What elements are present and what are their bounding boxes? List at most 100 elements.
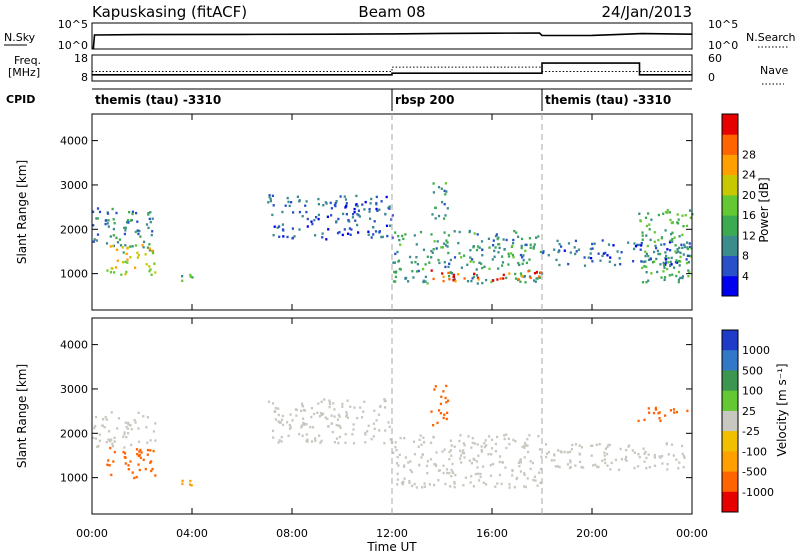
range-cell (679, 255, 682, 259)
time-x-axis: 00:00 04:00 08:00 12:00 16:00 20:00 00:00 (76, 114, 708, 540)
range-cell (399, 436, 402, 440)
range-cell (550, 459, 553, 462)
range-cell (677, 278, 681, 281)
range-cell (669, 264, 672, 267)
range-cell (302, 421, 305, 425)
range-cell (453, 230, 456, 233)
range-cell (656, 249, 659, 253)
range-cell (513, 229, 516, 233)
range-cell (458, 230, 461, 234)
range-cell (529, 276, 532, 280)
range-cell (688, 242, 691, 245)
range-cell (620, 251, 623, 254)
range-cell (142, 458, 145, 461)
range-cell (317, 197, 320, 201)
range-cell (418, 438, 421, 441)
range-cell (403, 437, 406, 440)
range-cell (678, 461, 681, 464)
range-cell (566, 463, 569, 466)
range-cell (450, 475, 453, 478)
range-cell (396, 455, 399, 459)
range-cell (149, 220, 152, 224)
range-cell (423, 485, 426, 488)
range-cell (352, 442, 356, 445)
range-cell (149, 211, 152, 214)
range-cell (642, 447, 645, 450)
range-cell (671, 240, 674, 243)
range-cell (150, 249, 153, 252)
range-cell (609, 256, 612, 259)
range-cell (432, 182, 435, 185)
range-cell (521, 445, 524, 449)
range-cell (124, 462, 127, 465)
range-cell (555, 258, 558, 262)
range-cell (650, 218, 653, 221)
nave-tick-high: 60 (708, 52, 722, 65)
range-cell (298, 432, 301, 436)
range-cell (476, 276, 480, 280)
range-cell (472, 260, 475, 264)
range-cell (419, 230, 423, 234)
range-cell (124, 229, 127, 232)
range-cell (677, 222, 680, 225)
range-cell (449, 439, 452, 442)
range-cell (337, 413, 340, 417)
range-cell (148, 217, 151, 221)
range-cell (278, 225, 281, 228)
range-cell (134, 230, 137, 234)
range-cell (335, 220, 338, 223)
range-cell (583, 256, 586, 259)
range-cell (656, 270, 659, 274)
range-cell (669, 249, 672, 252)
range-cell (689, 255, 693, 258)
range-cell (666, 211, 669, 214)
range-cell (604, 461, 607, 465)
range-cell (446, 411, 449, 415)
range-cell (441, 450, 444, 453)
range-cell (495, 233, 498, 236)
range-cell (181, 275, 184, 278)
range-cell (364, 441, 367, 444)
range-cell (494, 246, 497, 249)
range-cell (445, 384, 448, 388)
range-cell (123, 226, 126, 230)
y-tick-label: 1000 (60, 268, 88, 281)
range-cell (491, 462, 495, 466)
range-cell (578, 453, 581, 456)
range-cell (394, 280, 397, 283)
range-cell (318, 434, 321, 437)
range-cell (647, 453, 650, 456)
range-cell (547, 450, 551, 454)
range-cell (501, 264, 504, 267)
colorbar-swatch (722, 275, 738, 297)
range-cell (150, 469, 153, 473)
power-y-axis: 1000 2000 3000 4000 (60, 135, 692, 281)
range-cell (614, 458, 617, 462)
range-cell (468, 459, 471, 462)
range-cell (111, 445, 115, 448)
range-cell (653, 240, 656, 243)
range-cell (666, 248, 669, 251)
range-cell (524, 249, 527, 253)
range-cell (444, 265, 447, 269)
range-cell (462, 442, 465, 445)
range-cell (469, 256, 472, 259)
cpid-segment-label: rbsp 200 (395, 93, 454, 107)
range-cell (476, 466, 479, 469)
range-cell (191, 276, 194, 279)
range-cell (415, 256, 418, 259)
range-cell (281, 210, 284, 214)
range-cell (670, 221, 673, 225)
range-cell (688, 209, 692, 212)
range-cell (536, 484, 539, 487)
range-cell (589, 252, 592, 255)
range-cell (469, 481, 472, 484)
range-cell (517, 235, 520, 238)
range-cell (675, 259, 678, 262)
range-cell (687, 261, 690, 264)
freq-unit-label: [MHz] (8, 66, 40, 79)
range-cell (514, 277, 518, 280)
range-cell (146, 448, 150, 452)
range-cell (485, 444, 488, 447)
range-cell (109, 235, 112, 238)
